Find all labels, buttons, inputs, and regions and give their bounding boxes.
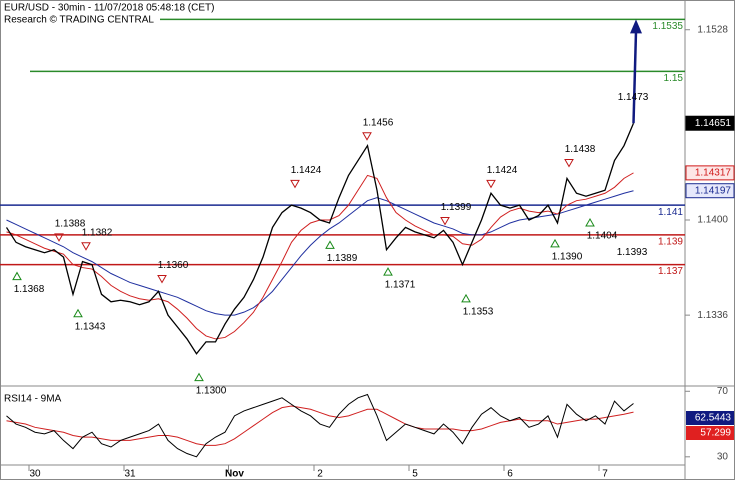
rsi-box-label: 62.5443 [695,413,732,424]
y-tick-label: 1.1336 [697,310,728,321]
high-label: 1.1360 [158,260,189,271]
price-box-label: 1.14317 [695,168,732,179]
high-label: 1.1388 [55,218,86,229]
chart-title: EUR/USD - 30min - 11/07/2018 05:48:18 (C… [4,3,214,14]
rsi-box-label: 57.299 [700,428,731,439]
y-tick-label: 1.1400 [697,215,728,226]
high-marker [362,132,372,141]
level-label: 1.137 [658,266,683,277]
low-marker [585,218,595,227]
low-marker [550,238,560,248]
rsi-line [6,405,634,446]
low-marker [325,240,335,249]
low-marker [73,308,83,318]
x-tick-label: 30 [29,469,41,480]
high-label: 1.1424 [291,165,322,176]
x-tick-label: 7 [602,469,608,480]
low-label: 1.1390 [552,252,583,263]
rsi-box [686,426,734,440]
high-label: 1.1424 [487,165,518,176]
high-label: 1.1382 [82,227,113,238]
price-box [685,183,735,199]
level-label: 1.139 [658,237,683,248]
price-line [6,190,634,316]
high-marker [81,242,91,251]
y-tick-label: 1.1528 [697,24,728,35]
high-label: 1.1438 [565,144,596,155]
low-marker [194,372,204,382]
high-marker [564,159,574,168]
low-marker [383,267,393,276]
rsi-line [6,393,634,458]
x-tick-label: 2 [317,469,323,480]
low-label: 1.1300 [196,385,227,396]
high-marker [440,216,450,226]
x-tick-label: 6 [507,469,513,480]
high-label: 1.1399 [441,202,472,213]
low-label: 1.1353 [463,307,494,318]
price-box-label: 1.14651 [695,118,732,129]
x-tick-label: 31 [124,469,136,480]
low-label: 1.1389 [327,253,358,264]
low-label: 1.1343 [75,321,106,332]
level-label: 1.1535 [652,21,683,32]
projection-arrowhead [630,19,642,34]
low-label: 1.1368 [14,284,45,295]
chart-subtitle: Research © TRADING CENTRAL [4,15,154,26]
level-label: 1.141 [658,207,683,218]
high-label: 1.1473 [618,92,649,103]
x-tick-label: 5 [412,469,418,480]
projection-arrow [632,31,638,124]
high-marker [157,274,167,284]
high-marker [290,179,300,189]
price-box [685,115,735,131]
low-label: 1.1393 [617,247,648,258]
x-tick-label: Nov [225,469,244,480]
high-label: 1.1456 [363,117,394,128]
price-box [685,165,735,181]
high-marker [54,233,64,242]
rsi-box [686,411,734,425]
price-line [5,122,635,355]
low-marker [12,271,22,281]
price-box-label: 1.14197 [695,185,732,196]
rsi-tick-label: 70 [717,386,729,397]
low-marker [461,293,471,303]
high-marker [486,179,496,189]
level-label: 1.15 [664,73,684,84]
rsi-title: RSI14 - 9MA [4,394,62,405]
low-label: 1.1404 [587,231,618,242]
rsi-tick-label: 30 [717,451,729,462]
low-label: 1.1371 [385,280,416,291]
